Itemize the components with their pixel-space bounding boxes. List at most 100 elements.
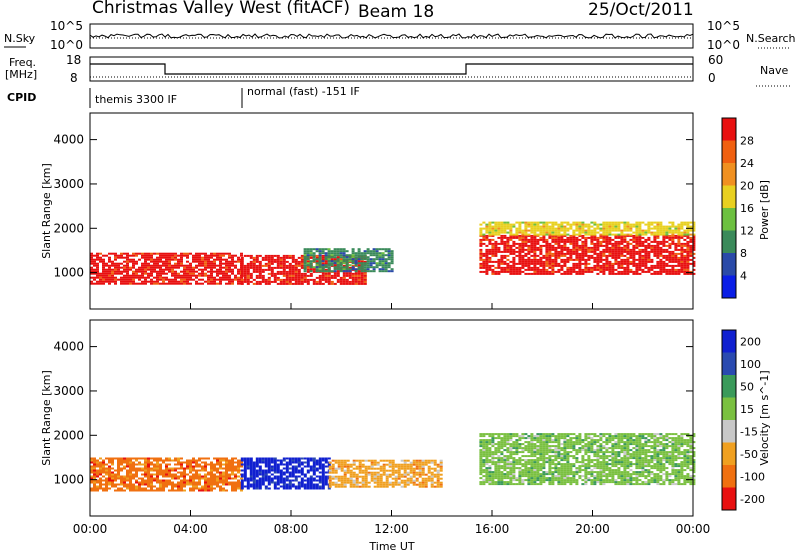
heatmap-cell — [409, 475, 413, 478]
heatmap-cell — [249, 254, 253, 257]
heatmap-cell — [126, 457, 129, 460]
heatmap-cell — [276, 469, 280, 472]
heatmap-cell — [614, 258, 618, 261]
heatmap-cell — [512, 260, 516, 263]
heatmap-cell — [424, 477, 428, 480]
heatmap-cell — [361, 459, 365, 462]
heatmap-cell — [590, 234, 594, 237]
heatmap-cell — [381, 258, 385, 261]
heatmap-cell — [147, 471, 150, 474]
heatmap-cell — [108, 268, 111, 271]
heatmap-cell — [551, 483, 555, 486]
heatmap-cell — [126, 270, 129, 273]
heatmap-cell — [491, 459, 495, 462]
heatmap-cell — [524, 437, 528, 440]
heatmap-cell — [500, 238, 504, 241]
heatmap-cell — [626, 242, 630, 245]
heatmap-cell — [129, 471, 132, 474]
heatmap-cell — [384, 266, 388, 269]
heatmap-cell — [249, 477, 253, 480]
heatmap-cell — [180, 467, 183, 470]
heatmap-cell — [587, 262, 591, 265]
heatmap-cell — [539, 227, 543, 230]
heatmap-cell — [521, 469, 525, 472]
heatmap-cell — [539, 449, 543, 452]
heatmap-cell — [159, 467, 162, 470]
heatmap-cell — [500, 459, 504, 462]
heatmap-cell — [108, 457, 111, 460]
heatmap-cell — [159, 487, 162, 490]
heatmap-cell — [171, 459, 174, 462]
heatmap-cell — [294, 467, 298, 470]
heatmap-cell — [144, 465, 147, 468]
heatmap-cell — [291, 264, 295, 267]
heatmap-cell — [551, 459, 555, 462]
heatmap-cell — [261, 459, 265, 462]
heatmap-cell — [548, 233, 552, 236]
heatmap-cell — [225, 278, 228, 281]
heatmap-cell — [144, 461, 147, 464]
heatmap-cell — [400, 485, 404, 488]
heatmap-cell — [340, 459, 344, 462]
heatmap-cell — [327, 256, 331, 259]
heatmap-cell — [349, 465, 353, 468]
heatmap-cell — [554, 475, 558, 478]
heatmap-cell — [539, 264, 543, 267]
heatmap-cell — [536, 439, 540, 442]
heatmap-cell — [566, 256, 570, 259]
heatmap-cell — [219, 270, 222, 273]
heatmap-cell — [536, 451, 540, 454]
heatmap-cell — [337, 485, 341, 488]
heatmap-cell — [105, 481, 108, 484]
heatmap-cell — [321, 471, 325, 474]
heatmap-cell — [539, 256, 543, 259]
heatmap-cell — [506, 266, 510, 269]
heatmap-cell — [680, 254, 684, 257]
heatmap-cell — [129, 278, 132, 281]
heatmap-cell — [524, 465, 528, 468]
heatmap-cell — [569, 268, 573, 271]
heatmap-cell — [328, 467, 332, 470]
heatmap-cell — [177, 282, 180, 285]
heatmap-cell — [587, 233, 591, 236]
heatmap-cell — [614, 229, 618, 232]
heatmap-cell — [638, 254, 642, 257]
heatmap-cell — [168, 463, 171, 466]
heatmap-cell — [545, 221, 549, 224]
heatmap-cell — [548, 465, 552, 468]
heatmap-cell — [506, 451, 510, 454]
heatmap-cell — [683, 238, 687, 241]
heatmap-cell — [515, 435, 519, 438]
heatmap-cell — [309, 256, 313, 259]
heatmap-cell — [518, 258, 522, 261]
heatmap-cell — [288, 276, 292, 279]
heatmap-cell — [560, 453, 564, 456]
heatmap-cell — [530, 447, 534, 450]
heatmap-cell — [267, 459, 271, 462]
heatmap-cell — [342, 280, 346, 283]
heatmap-cell — [183, 469, 186, 472]
heatmap-cell — [557, 231, 561, 234]
heatmap-cell — [264, 282, 268, 285]
heatmap-cell — [686, 270, 690, 273]
heatmap-cell — [282, 479, 286, 482]
heatmap-cell — [171, 475, 174, 478]
heatmap-cell — [249, 264, 253, 267]
heatmap-cell — [165, 459, 168, 462]
heatmap-cell — [512, 225, 516, 228]
heatmap-cell — [569, 266, 573, 269]
heatmap-cell — [96, 276, 99, 279]
heatmap-cell — [306, 465, 310, 468]
heatmap-cell — [539, 473, 543, 476]
heatmap-cell — [557, 479, 561, 482]
heatmap-cell — [629, 260, 633, 263]
heatmap-cell — [222, 270, 225, 273]
heatmap-cell — [147, 477, 150, 480]
heatmap-cell — [509, 272, 513, 275]
heatmap-cell — [596, 225, 600, 228]
heatmap-cell — [348, 254, 352, 257]
heatmap-cell — [497, 221, 501, 224]
heatmap-cell — [279, 461, 283, 464]
heatmap-cell — [123, 477, 126, 480]
heatmap-cell — [409, 471, 413, 474]
